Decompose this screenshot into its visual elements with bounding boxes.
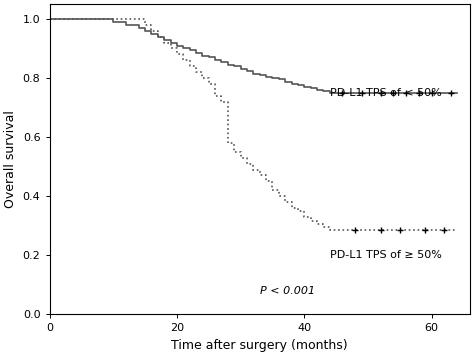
Text: PD-L1 TPS of < 50%: PD-L1 TPS of < 50%: [330, 88, 441, 98]
Y-axis label: Overall survival: Overall survival: [4, 110, 17, 208]
Text: P < 0.001: P < 0.001: [260, 286, 315, 295]
Text: PD-L1 TPS of ≥ 50%: PD-L1 TPS of ≥ 50%: [330, 250, 442, 260]
X-axis label: Time after surgery (months): Time after surgery (months): [172, 339, 348, 352]
